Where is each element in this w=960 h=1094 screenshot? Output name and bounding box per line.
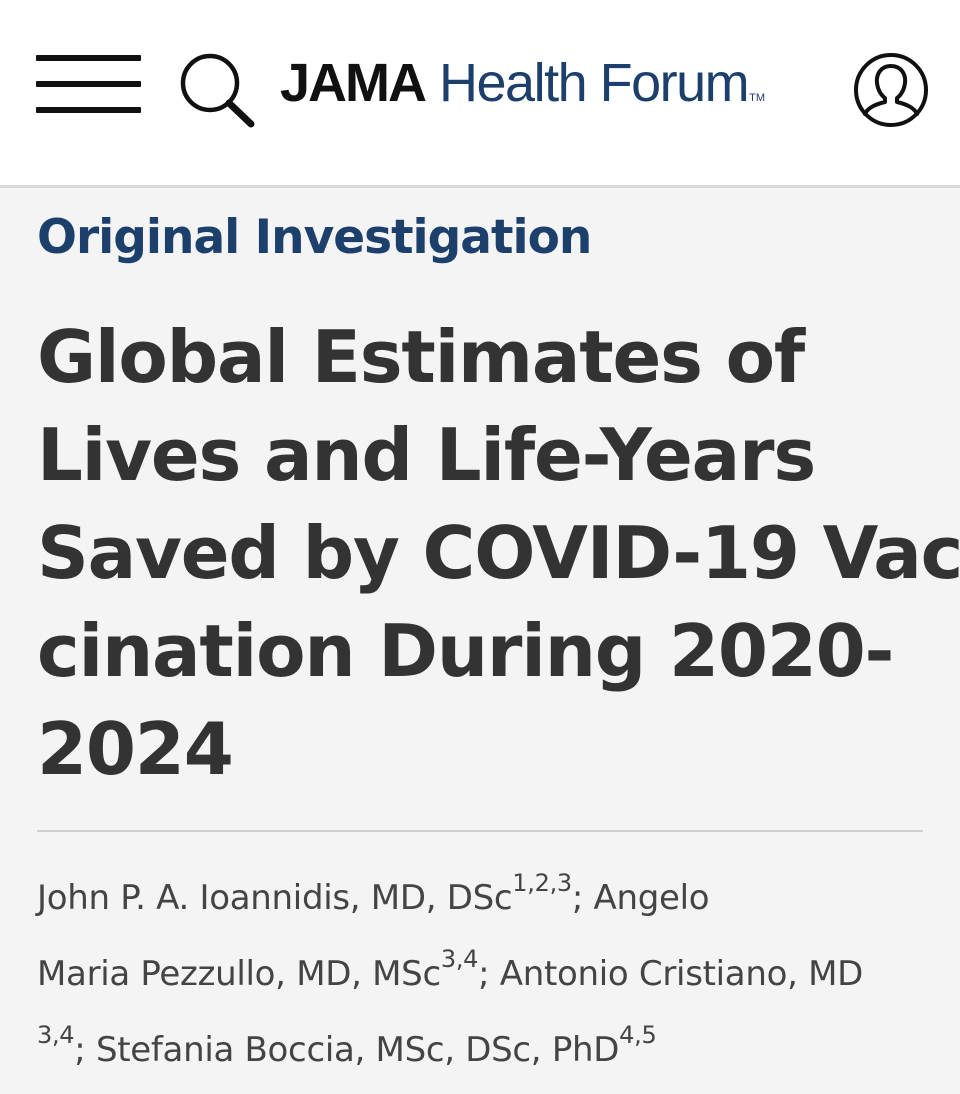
logo-health-forum-text: Health Forum bbox=[439, 53, 750, 113]
logo-jama-text: JAMA bbox=[280, 53, 427, 113]
author-list: John P. A. Ioannidis, MD, DSc1,2,3; Ange… bbox=[37, 860, 937, 1088]
author-name[interactable]: John P. A. Ioannidis, MD, DSc bbox=[37, 878, 513, 918]
author-separator[interactable]: ; Antonio Cristiano, MD bbox=[478, 954, 864, 994]
search-icon[interactable] bbox=[178, 52, 256, 128]
user-account-icon-graphic bbox=[854, 53, 928, 127]
user-account-icon[interactable] bbox=[853, 52, 929, 128]
title-line: Saved by COVID-19 Vac- bbox=[37, 511, 960, 595]
menu-bar bbox=[36, 107, 141, 113]
search-icon-graphic bbox=[180, 53, 255, 128]
affiliation-superscript[interactable]: 3,4 bbox=[440, 944, 479, 973]
title-line: Lives and Life-Years bbox=[37, 413, 816, 497]
author-separator[interactable]: ; Angelo bbox=[571, 878, 710, 918]
menu-bar bbox=[36, 81, 141, 87]
journal-logo[interactable]: JAMA Health Forum TM bbox=[280, 52, 765, 116]
title-line: Global Estimates of bbox=[37, 315, 805, 399]
title-line: cination During 2020- bbox=[37, 609, 894, 693]
divider bbox=[37, 830, 923, 832]
author-name[interactable]: ; Stefania Boccia, MSc, DSc, PhD bbox=[74, 1030, 620, 1070]
author-line: 3,4; Stefania Boccia, MSc, DSc, PhD4,5 bbox=[37, 1012, 937, 1088]
affiliation-superscript[interactable]: 1,2,3 bbox=[512, 868, 572, 897]
article-type-label[interactable]: Original Investigation bbox=[37, 210, 592, 265]
author-name[interactable]: Maria Pezzullo, MD, MSc bbox=[37, 954, 441, 994]
menu-bar bbox=[36, 55, 141, 61]
logo-trademark: TM bbox=[749, 92, 766, 104]
affiliation-superscript[interactable]: 4,5 bbox=[619, 1020, 657, 1049]
affiliation-superscript[interactable]: 3,4 bbox=[37, 1020, 75, 1049]
title-line: 2024 bbox=[37, 707, 234, 791]
site-header: JAMA Health Forum TM bbox=[0, 0, 960, 188]
author-line: Maria Pezzullo, MD, MSc3,4; Antonio Cris… bbox=[37, 936, 937, 1012]
author-line: John P. A. Ioannidis, MD, DSc1,2,3; Ange… bbox=[37, 860, 937, 936]
article-title: Global Estimates of Lives and Life-Years… bbox=[37, 308, 960, 798]
hamburger-menu-icon[interactable] bbox=[36, 55, 141, 113]
